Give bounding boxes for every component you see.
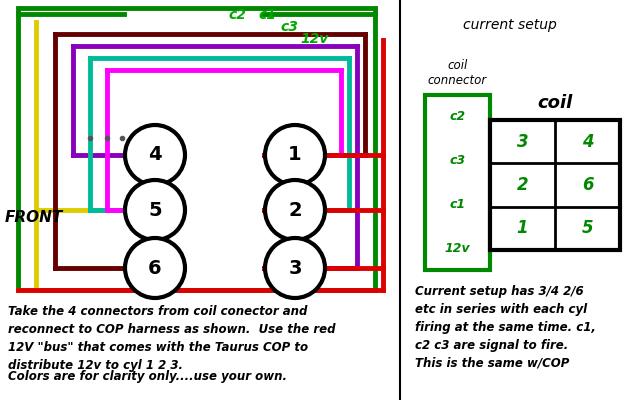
Text: 5: 5: [148, 200, 162, 220]
Text: 2: 2: [288, 200, 302, 220]
Text: coil: coil: [538, 94, 573, 112]
Text: 6: 6: [148, 258, 162, 278]
Text: 12v: 12v: [300, 32, 328, 46]
Circle shape: [125, 238, 185, 298]
Text: FRONT: FRONT: [5, 210, 63, 225]
Bar: [425, 95, 490, 270]
Text: Current setup has 3/4 2/6
etc in series with each cyl
firing at the same time. c: Current setup has 3/4 2/6 etc in series …: [415, 285, 596, 370]
Text: 5: 5: [582, 219, 593, 237]
Text: 3: 3: [288, 258, 301, 278]
Text: c2: c2: [449, 110, 465, 123]
Text: c1: c1: [258, 8, 276, 22]
Text: 2: 2: [516, 176, 528, 194]
Circle shape: [125, 180, 185, 240]
Text: 4: 4: [582, 133, 593, 151]
Text: 12v: 12v: [445, 242, 470, 255]
Text: current setup: current setup: [463, 18, 557, 32]
Bar: [490, 120, 620, 250]
Text: coil
connector: coil connector: [428, 59, 487, 87]
Text: c2: c2: [228, 8, 246, 22]
Text: 4: 4: [148, 146, 162, 164]
Circle shape: [265, 180, 325, 240]
Text: Colors are for clarity only....use your own.: Colors are for clarity only....use your …: [8, 370, 287, 383]
Text: c3: c3: [449, 154, 465, 167]
Text: 1: 1: [516, 219, 528, 237]
Text: Take the 4 connectors from coil conector and
reconnect to COP harness as shown. : Take the 4 connectors from coil conector…: [8, 305, 335, 372]
Circle shape: [265, 125, 325, 185]
Text: 1: 1: [288, 146, 302, 164]
Circle shape: [125, 125, 185, 185]
Text: c3: c3: [280, 20, 298, 34]
Text: 3: 3: [516, 133, 528, 151]
Circle shape: [265, 238, 325, 298]
Text: 6: 6: [582, 176, 593, 194]
Text: c1: c1: [449, 198, 465, 211]
